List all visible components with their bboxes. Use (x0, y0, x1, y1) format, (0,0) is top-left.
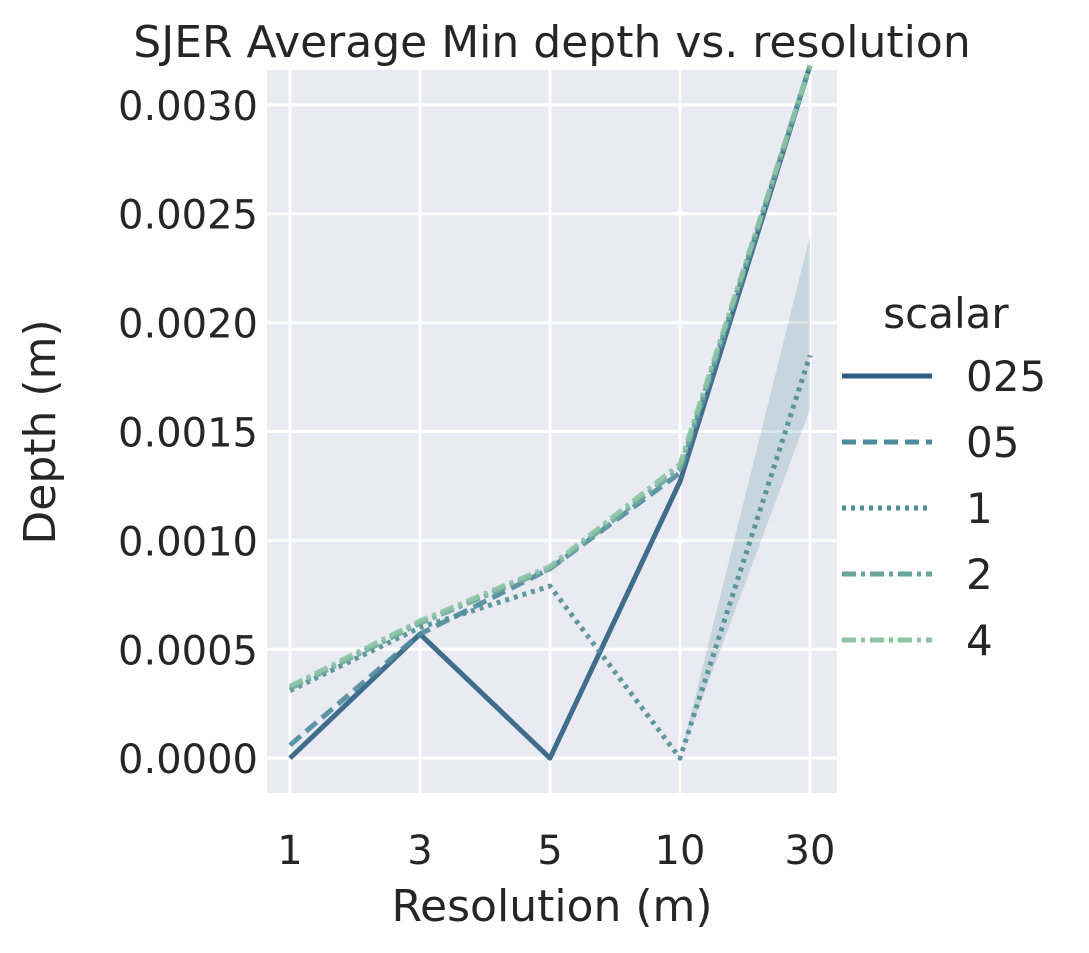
legend-label-1: 1 (966, 484, 993, 533)
legend-label-05: 05 (966, 418, 1019, 467)
confidence-bands (680, 235, 810, 759)
legend-label-4: 4 (966, 616, 993, 665)
x-tick-labels: 1 3 5 10 30 (277, 828, 835, 874)
legend-title: scalar (883, 289, 1009, 338)
y-tick-label: 0.0025 (118, 193, 258, 239)
ci-band-1 (680, 235, 810, 759)
legend-label-025: 025 (966, 352, 1046, 401)
x-tick-label: 5 (537, 828, 562, 874)
chart-title: SJER Average Min depth vs. resolution (133, 17, 970, 68)
x-axis-label: Resolution (m) (391, 881, 712, 932)
y-tick-label: 0.0000 (118, 737, 258, 783)
x-tick-label: 30 (785, 828, 836, 874)
series-line-4 (288, 64, 813, 689)
grid (267, 70, 837, 793)
y-tick-label: 0.0015 (118, 411, 258, 457)
x-tick-label: 1 (277, 828, 302, 874)
x-tick-label: 3 (407, 828, 432, 874)
y-tick-label: 0.0005 (118, 628, 258, 674)
y-tick-label: 0.0030 (118, 84, 258, 130)
y-axis-label: Depth (m) (15, 319, 66, 544)
y-tick-label: 0.0020 (118, 302, 258, 348)
legend-label-2: 2 (966, 550, 993, 599)
y-tick-labels: 0.0000 0.0005 0.0010 0.0015 0.0020 0.0025 0.00… (118, 84, 258, 783)
legend: scalar 025 05 1 2 4 (842, 289, 1046, 665)
y-tick-label: 0.0010 (118, 519, 258, 565)
series-lines (288, 64, 813, 761)
series-line-1 (288, 354, 813, 761)
x-tick-label: 10 (655, 828, 706, 874)
legend-items: 025 05 1 2 4 (842, 352, 1046, 665)
